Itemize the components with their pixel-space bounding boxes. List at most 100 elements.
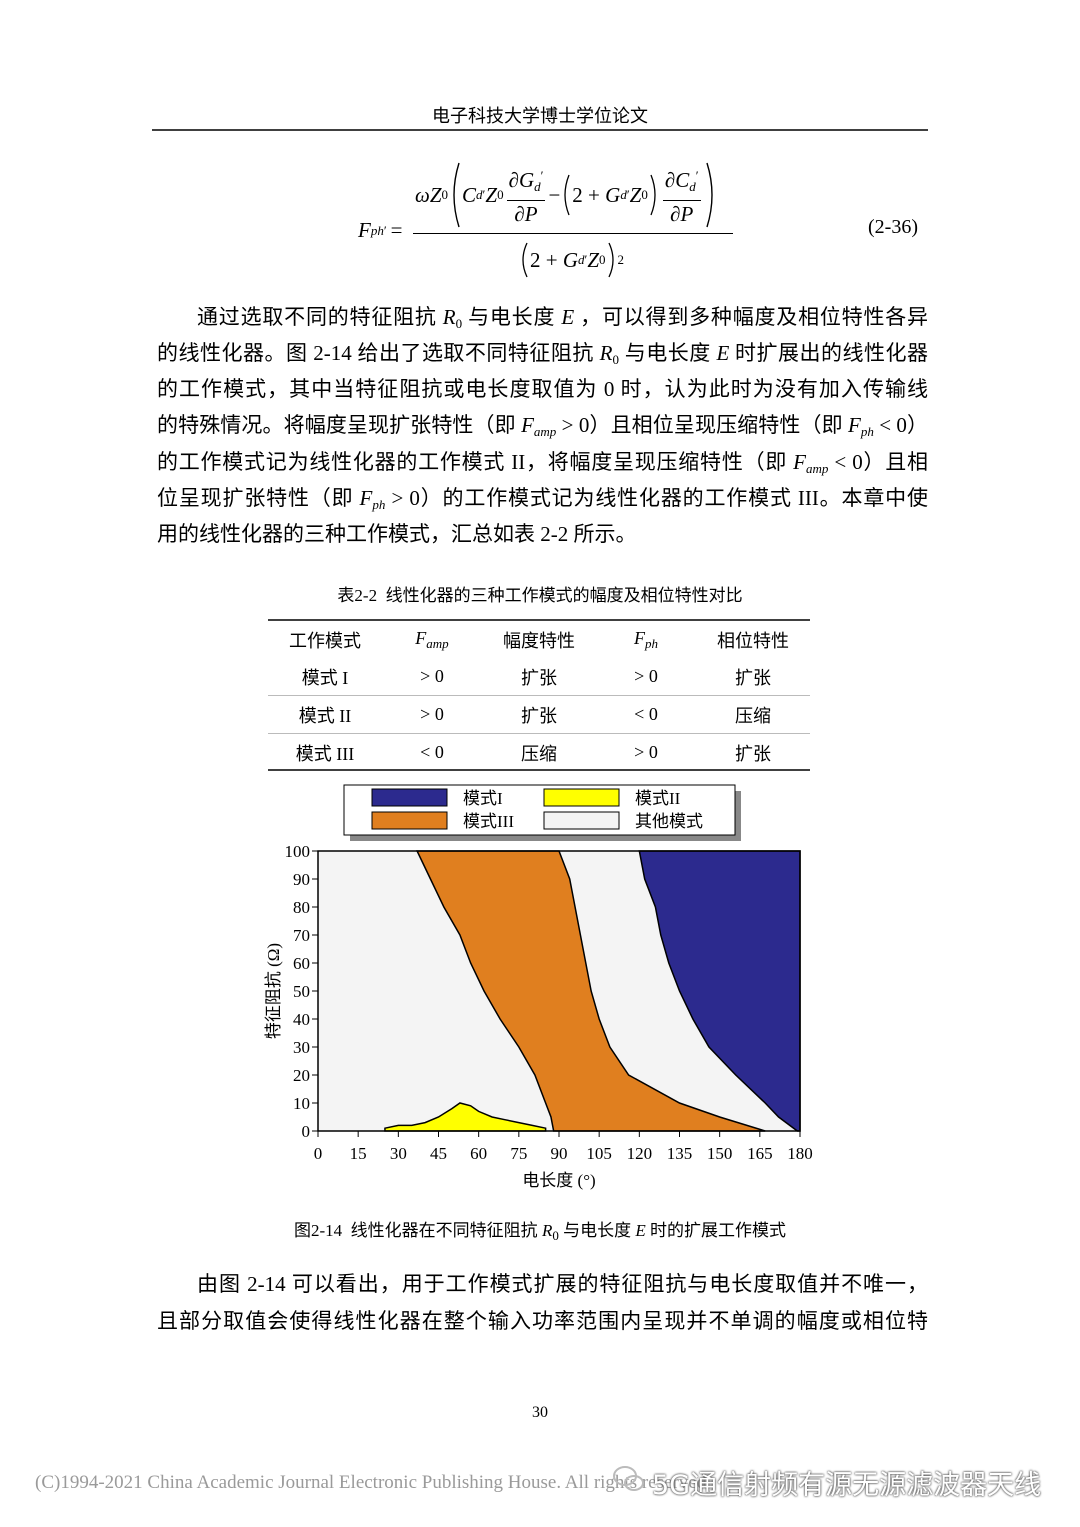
text-run: 时的扩展工作模式 — [645, 1221, 786, 1240]
fraction: ∂Gd′ ∂P — [506, 163, 546, 227]
y-tick-label: 10 — [293, 1094, 310, 1113]
eq-token: C — [462, 182, 477, 207]
x-tick-label: 135 — [667, 1144, 693, 1163]
eq-token: 0 — [441, 187, 449, 202]
text-run: ph — [372, 497, 386, 512]
eq-token: Z — [587, 247, 600, 272]
legend-label: 模式II — [635, 789, 681, 808]
y-tick-label: 30 — [293, 1038, 310, 1057]
eq-token: d — [534, 179, 541, 194]
text-line: 的工作模式记为线性化器的工作模式 II，将幅度呈现压缩特性（即 Famp < 0… — [157, 447, 928, 484]
table: 工作模式 Famp 幅度特性 Fph 相位特性 模式 I > 0 扩张 > 0 扩张 模式… — [268, 621, 810, 771]
table-cell: 扩张 — [696, 733, 810, 771]
text-line: 用的线性化器的三种工作模式，汇总如表 2-2 所示。 — [157, 519, 637, 549]
eq-token: 0 — [599, 252, 606, 267]
legend-swatch — [543, 811, 620, 830]
equation-label: (2-36) — [868, 216, 918, 238]
eq-token: G — [562, 247, 579, 272]
eq-token: 2 + — [572, 182, 606, 207]
table-cell: 模式 II — [268, 695, 382, 734]
text-line: 的线性化器。图 2-14 给出了选取不同特征阻抗 R0 与电长度 E 时扩展出的… — [157, 338, 928, 375]
table-body: 模式 I > 0 扩张 > 0 扩张 模式 II > 0 扩张 < 0 压缩 模式 III < 0 压缩… — [268, 658, 810, 771]
eq-token: Z — [485, 182, 498, 207]
eq-token: G — [605, 182, 621, 207]
x-tick-label: 45 — [430, 1144, 447, 1163]
plot: 0 10 20 30 40 50 60 70 80 90 100 0 15 30 45 60 75 90 105 12… — [264, 842, 813, 1190]
frac-num: ∂Cd′ — [662, 163, 701, 201]
text-run: F — [521, 413, 534, 437]
paren — [522, 242, 528, 278]
table-caption: 表2-2 线性化器的三种工作模式的幅度及相位特性对比 — [337, 586, 743, 605]
table-cell: > 0 — [382, 695, 482, 734]
x-tick-label: 30 — [390, 1144, 407, 1163]
eq-token: ′ — [584, 252, 588, 267]
text-run: < 0） — [873, 413, 929, 437]
table-header: 工作模式 Famp 幅度特性 Fph 相位特性 — [268, 621, 810, 658]
text-run: 用的线性化器的三种工作模式，汇总如表 2-2 所示。 — [157, 522, 637, 546]
x-tick-label: 15 — [350, 1144, 367, 1163]
text-run: 图2-14 线性化器在不同特征阻抗 — [294, 1221, 542, 1240]
eq-token: ∂G — [508, 168, 535, 192]
y-tick-label: 90 — [293, 870, 310, 889]
header-cell: Famp — [382, 621, 482, 658]
table-cell: 模式 I — [301, 667, 349, 688]
watermark-icon — [613, 1466, 644, 1491]
text-run: 与电长度 — [558, 1221, 636, 1240]
eq-token: ∂C — [664, 168, 690, 192]
region — [384, 1102, 547, 1132]
eq-token: ′ — [482, 187, 486, 202]
y-tick-label: 0 — [302, 1122, 311, 1141]
x-tick-label: 180 — [787, 1144, 813, 1163]
table-cell: < 0 — [382, 733, 482, 771]
table-row: 模式 II > 0 扩张 < 0 压缩 — [268, 695, 810, 734]
y-tick-label: 50 — [293, 982, 310, 1001]
x-tick-label: 165 — [747, 1144, 773, 1163]
text-run: 位呈现扩张特性（即 — [157, 486, 360, 510]
text-run: 0 — [552, 1228, 559, 1243]
text-run: > 0）且相位呈现压缩特性（即 — [556, 413, 849, 437]
table-cell: 模式 III — [268, 733, 382, 771]
eq-token: 2 — [617, 252, 625, 267]
table-row: 模式 I > 0 扩张 > 0 扩张 — [268, 658, 810, 696]
frac-num: ∂Gd′ — [506, 163, 546, 201]
text-run: E — [561, 305, 575, 329]
x-tick-label: 120 — [627, 1144, 653, 1163]
eq-token: ′ — [540, 168, 544, 183]
table-cell: 压缩 — [696, 695, 810, 734]
page-number: 30 — [532, 1404, 548, 1421]
text-run: F — [634, 627, 645, 648]
eq-token: F — [358, 218, 371, 242]
paren — [453, 162, 460, 228]
text-run: 通过选取不同的特征阻抗 — [197, 305, 443, 329]
table-cell: > 0 — [420, 666, 444, 686]
y-tick-label: 40 — [293, 1010, 310, 1029]
text-run: 的工作模式，其中当特征阻抗或电长度取值为 0 时，认为此时为没有加入传输线 — [157, 377, 928, 401]
text-line: 由图 2-14 可以看出，用于工作模式扩展的特征阻抗与电长度取值并不唯一， — [197, 1269, 928, 1299]
frac-den: ∂P — [668, 201, 695, 227]
legend-swatch — [371, 811, 448, 830]
header-cell: 幅度特性 — [503, 630, 575, 651]
text-run: 时扩展出的线性化器 — [729, 341, 929, 365]
y-tick-label: 100 — [285, 842, 311, 861]
text-run: amp — [533, 424, 557, 439]
text-run: ，可以得到多种幅度及相位特性各异 — [574, 305, 929, 329]
eq-token: d — [620, 187, 627, 202]
text-line: 的特殊情况。将幅度呈现扩张特性（即 Famp > 0）且相位呈现压缩特性（即 F… — [157, 410, 928, 447]
table-cell: < 0 — [596, 695, 696, 734]
table-cell: > 0 — [634, 666, 658, 686]
paren — [650, 174, 656, 216]
x-tick-label: 105 — [586, 1144, 612, 1163]
text-run: ph — [860, 424, 874, 439]
header-title: 电子科技大学博士学位论文 — [432, 106, 648, 126]
text-run: amp — [805, 461, 829, 476]
legend-swatch — [371, 788, 448, 807]
eq-token: d — [578, 252, 585, 267]
text-run: 与电长度 — [462, 305, 562, 329]
text-line: 通过选取不同的特征阻抗 R0 与电长度 E ，可以得到多种幅度及相位特性各异 — [197, 302, 928, 339]
eq-token: ′ — [383, 222, 387, 238]
text-run: F — [793, 450, 806, 474]
watermark: 5G通信射频有源无源滤波器天线 — [652, 1470, 1042, 1501]
